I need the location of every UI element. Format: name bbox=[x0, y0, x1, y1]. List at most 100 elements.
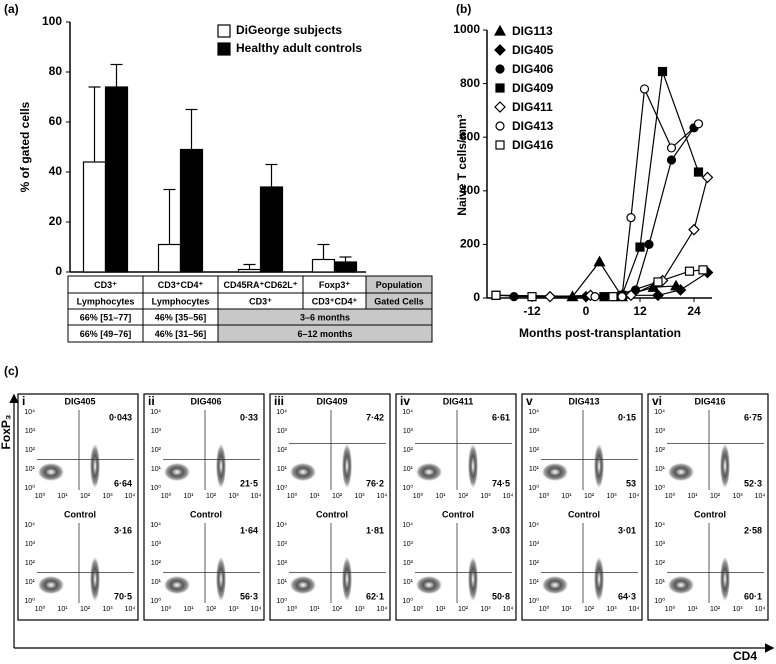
panel-numeral: iv bbox=[400, 394, 410, 408]
x-tick-label: 10² bbox=[458, 493, 469, 500]
y-tick-label: 1000 bbox=[453, 22, 480, 36]
control-label: Control bbox=[442, 509, 474, 519]
y-tick-label: 10⁰ bbox=[150, 597, 161, 605]
table-text: CD3⁺CD4⁺ bbox=[312, 296, 358, 306]
x-tick-label: 10² bbox=[458, 606, 469, 613]
table-text: CD3⁺ bbox=[94, 280, 117, 290]
lower-right-percent: 76·2 bbox=[366, 478, 384, 488]
x-tick-label: 10³ bbox=[354, 493, 365, 500]
x-tick-label: 10¹ bbox=[561, 606, 572, 613]
cell-cloud bbox=[38, 576, 64, 594]
y-tick-label: 10⁰ bbox=[24, 597, 35, 605]
bar bbox=[82, 161, 107, 273]
upper-right-percent: 1·64 bbox=[240, 525, 258, 535]
y-tick-label: 10⁴ bbox=[276, 522, 287, 529]
y-tick-label: 10² bbox=[151, 447, 162, 454]
upper-right-percent: 3·16 bbox=[114, 525, 132, 535]
bar bbox=[237, 268, 262, 273]
legend-label: DIG405 bbox=[512, 43, 554, 57]
error-bar bbox=[110, 63, 123, 87]
y-axis-label: % of gated cells bbox=[18, 101, 32, 192]
x-tick-label: 10² bbox=[80, 493, 91, 500]
upper-right-percent: 6·61 bbox=[492, 412, 510, 422]
error-bar bbox=[265, 163, 278, 187]
upper-right-percent: 3·03 bbox=[492, 525, 510, 535]
cell-cloud bbox=[290, 463, 316, 481]
x-tick-label: 10⁰ bbox=[413, 605, 424, 613]
y-tick-label: 10² bbox=[277, 447, 288, 454]
x-tick-label: 10⁴ bbox=[125, 606, 136, 613]
lower-right-percent: 60·1 bbox=[744, 591, 762, 601]
x-tick-label: 10⁰ bbox=[161, 605, 172, 613]
marker bbox=[653, 277, 663, 287]
y-tick-label: 10³ bbox=[277, 541, 288, 548]
marker bbox=[608, 292, 618, 302]
panel-numeral: v bbox=[526, 394, 533, 408]
cell-cloud bbox=[216, 557, 226, 601]
legend-label: DIG413 bbox=[512, 119, 554, 133]
bar bbox=[179, 148, 204, 273]
subject-label: DIG413 bbox=[568, 396, 599, 406]
legend-marker bbox=[495, 83, 505, 93]
upper-right-percent: 0·33 bbox=[240, 412, 258, 422]
marker bbox=[644, 239, 654, 249]
marker bbox=[639, 84, 650, 94]
dot-plot bbox=[667, 410, 764, 490]
y-tick-label: 10³ bbox=[529, 541, 540, 548]
subject-label: DIG411 bbox=[443, 396, 474, 406]
x-tick-label: 10³ bbox=[480, 606, 491, 613]
y-tick-label: 10² bbox=[655, 447, 666, 454]
legend-label: Healthy adult controls bbox=[236, 41, 362, 55]
x-axis-label: CD4 bbox=[733, 649, 757, 663]
upper-right-percent: 6·75 bbox=[744, 412, 762, 422]
upper-right-percent: 2·58 bbox=[744, 525, 762, 535]
x-tick-label: 10² bbox=[80, 606, 91, 613]
legend-marker bbox=[495, 140, 505, 150]
x-tick-label: 10¹ bbox=[435, 606, 446, 613]
upper-right-percent: 7·42 bbox=[366, 412, 384, 422]
cell-cloud bbox=[720, 444, 730, 488]
series-line bbox=[514, 127, 695, 298]
legend-label: DIG409 bbox=[512, 81, 554, 95]
error-bar bbox=[88, 86, 101, 162]
x-tick-label: 10³ bbox=[732, 493, 743, 500]
x-tick-label: 10² bbox=[710, 606, 721, 613]
control-label: Control bbox=[64, 509, 96, 519]
cell-cloud bbox=[38, 463, 64, 481]
y-tick-label: 10³ bbox=[529, 428, 540, 435]
table-text: Foxp3⁺ bbox=[319, 280, 351, 290]
x-tick-label: 10⁴ bbox=[503, 606, 514, 613]
lower-right-percent: 74·5 bbox=[492, 478, 510, 488]
x-tick-label: 10¹ bbox=[687, 493, 698, 500]
x-tick-label: 10⁰ bbox=[35, 605, 46, 613]
y-tick-label: 10⁴ bbox=[24, 409, 35, 416]
panel-box bbox=[647, 393, 769, 621]
y-tick-label: 10² bbox=[529, 560, 540, 567]
cell-cloud bbox=[416, 576, 442, 594]
cell-cloud bbox=[164, 463, 190, 481]
x-tick-label: 10¹ bbox=[687, 606, 698, 613]
marker bbox=[693, 119, 704, 129]
panel-box bbox=[269, 393, 391, 621]
cell-cloud bbox=[342, 444, 352, 488]
marker bbox=[701, 171, 714, 184]
y-tick-label: 10³ bbox=[403, 541, 414, 548]
marker bbox=[647, 281, 660, 292]
y-tick-label: 10¹ bbox=[655, 466, 666, 473]
x-tick-label: 10¹ bbox=[57, 493, 68, 500]
x-tick-label: 10³ bbox=[480, 493, 491, 500]
panel-box bbox=[521, 393, 643, 621]
x-tick-label: 10⁴ bbox=[629, 606, 640, 613]
x-tick-label: 10¹ bbox=[57, 606, 68, 613]
dot-plot bbox=[289, 523, 386, 603]
y-tick-label: 200 bbox=[460, 237, 480, 251]
bar bbox=[104, 86, 129, 273]
cell-cloud bbox=[720, 557, 730, 601]
lower-right-percent: 21·5 bbox=[240, 478, 258, 488]
marker bbox=[491, 290, 501, 300]
x-tick-label: 24 bbox=[687, 304, 701, 318]
cell-cloud bbox=[594, 557, 604, 601]
x-tick-label: 10⁴ bbox=[629, 493, 640, 500]
x-tick-label: 10⁰ bbox=[287, 492, 298, 500]
